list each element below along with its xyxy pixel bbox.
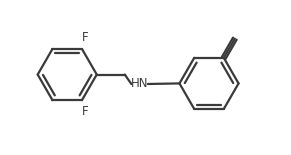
- Text: F: F: [82, 105, 89, 118]
- Text: HN: HN: [131, 78, 148, 91]
- Text: F: F: [82, 31, 89, 44]
